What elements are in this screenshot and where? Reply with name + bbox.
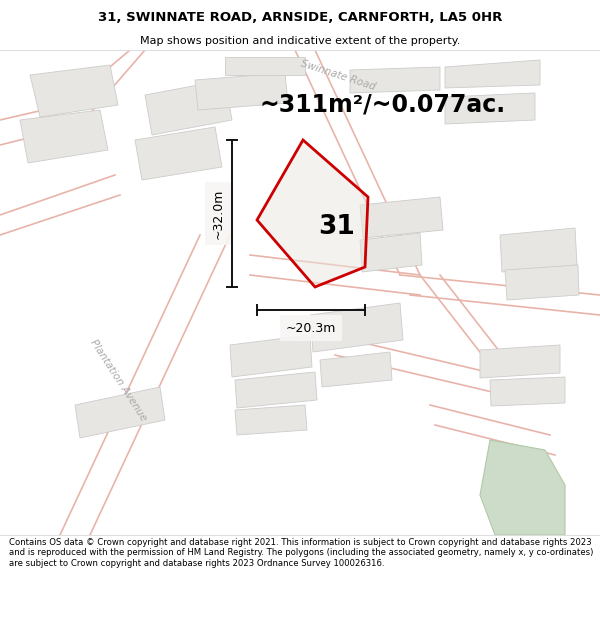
Text: Plantation Avenue: Plantation Avenue — [88, 338, 148, 422]
Polygon shape — [320, 352, 392, 387]
Polygon shape — [235, 405, 307, 435]
Polygon shape — [480, 440, 565, 535]
Polygon shape — [480, 345, 560, 378]
Polygon shape — [257, 140, 368, 287]
Polygon shape — [445, 60, 540, 88]
Polygon shape — [490, 377, 565, 406]
Text: Contains OS data © Crown copyright and database right 2021. This information is : Contains OS data © Crown copyright and d… — [9, 538, 593, 568]
Polygon shape — [30, 65, 118, 117]
Polygon shape — [135, 127, 222, 180]
Polygon shape — [310, 303, 403, 352]
Polygon shape — [360, 197, 443, 238]
Polygon shape — [75, 387, 165, 438]
Polygon shape — [195, 73, 288, 110]
Text: Map shows position and indicative extent of the property.: Map shows position and indicative extent… — [140, 36, 460, 46]
Polygon shape — [225, 57, 305, 75]
Polygon shape — [20, 110, 108, 163]
Text: 31: 31 — [318, 214, 355, 240]
Polygon shape — [445, 93, 535, 124]
Polygon shape — [505, 265, 579, 300]
Polygon shape — [500, 228, 577, 272]
Polygon shape — [145, 80, 232, 135]
Text: ~32.0m: ~32.0m — [212, 188, 224, 239]
Polygon shape — [235, 372, 317, 408]
Polygon shape — [360, 233, 422, 272]
Text: ~311m²/~0.077ac.: ~311m²/~0.077ac. — [260, 93, 506, 117]
Text: 31, SWINNATE ROAD, ARNSIDE, CARNFORTH, LA5 0HR: 31, SWINNATE ROAD, ARNSIDE, CARNFORTH, L… — [98, 11, 502, 24]
Polygon shape — [230, 335, 312, 377]
Polygon shape — [350, 67, 440, 93]
Text: Swinnate Road: Swinnate Road — [299, 58, 377, 92]
Text: ~20.3m: ~20.3m — [286, 321, 336, 334]
